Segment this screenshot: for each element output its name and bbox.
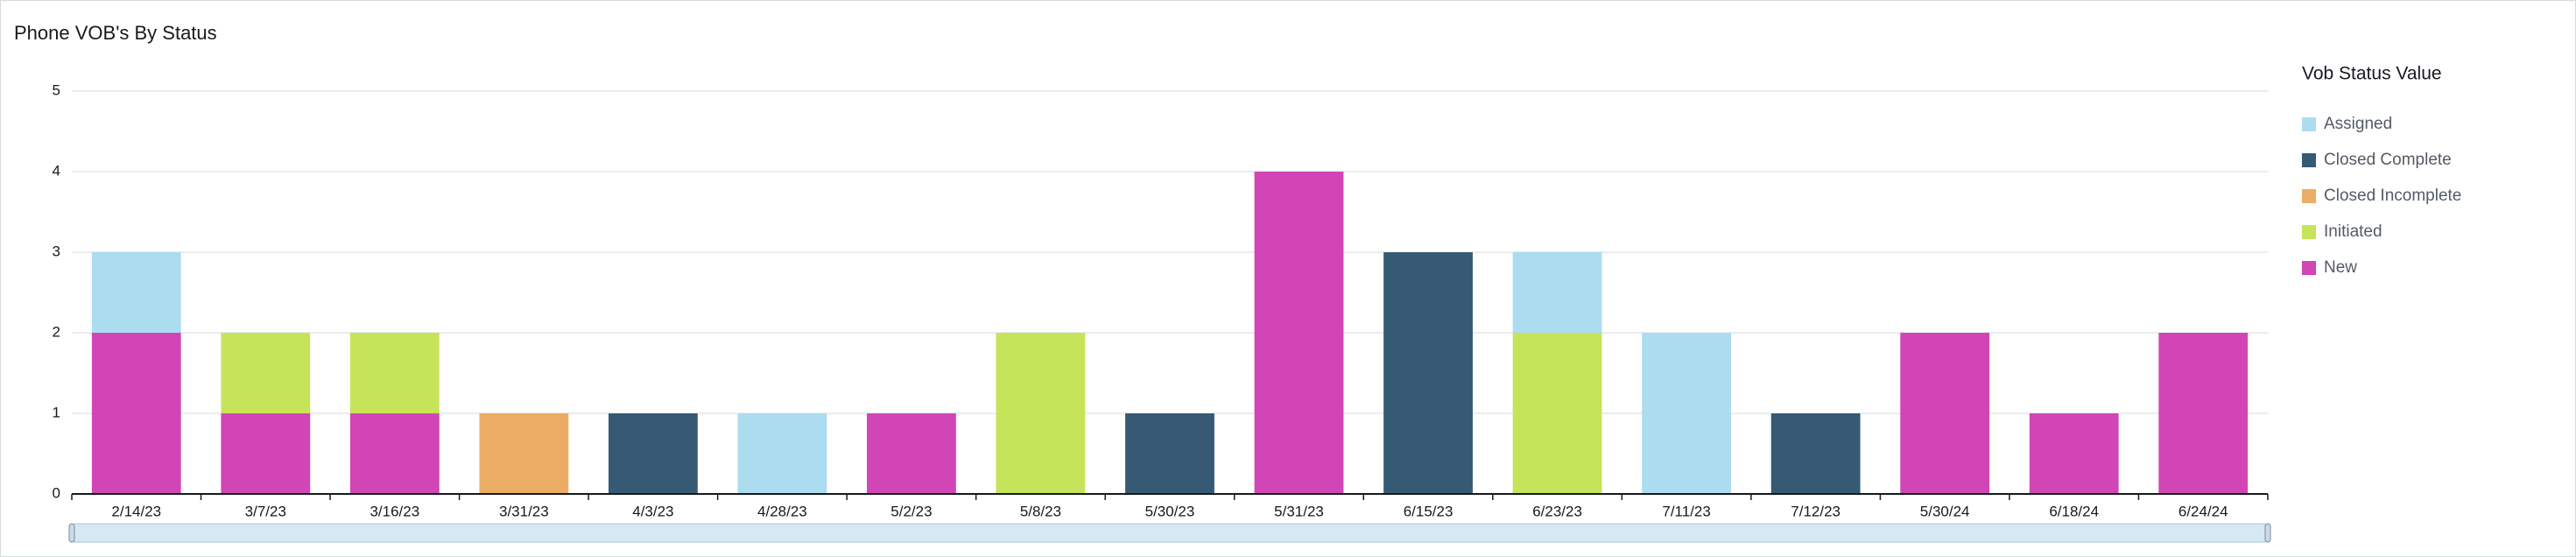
bar-segment [1770, 413, 1861, 494]
x-tick-label: 6/18/24 [2049, 503, 2099, 519]
x-tick-label: 6/15/23 [1404, 503, 1453, 519]
x-tick-label: 4/3/23 [632, 503, 673, 519]
x-tick-label: 7/11/23 [1662, 503, 1710, 519]
bar-segment [91, 252, 181, 333]
bar-segment [1254, 172, 1344, 494]
x-tick-label: 3/31/23 [499, 503, 549, 519]
legend-label: Closed Incomplete [2324, 187, 2461, 205]
x-tick-label: 5/31/23 [1274, 503, 1324, 519]
bar-segment [737, 413, 827, 494]
bar-segment [1512, 333, 1602, 494]
scrollbar[interactable] [71, 523, 2269, 543]
legend-label: Assigned [2324, 115, 2392, 133]
x-tick-label: 5/8/23 [1020, 503, 1061, 519]
y-tick-label: 4 [53, 162, 60, 179]
legend-swatch [2302, 117, 2316, 131]
legend-swatch [2302, 225, 2316, 239]
bar-segment [867, 413, 956, 494]
scroll-handle[interactable] [2264, 523, 2271, 543]
bar-segment [2029, 413, 2119, 494]
x-tick-label: 3/16/23 [370, 503, 419, 519]
bar-segment [1900, 333, 1990, 494]
x-tick-label: 4/28/23 [757, 503, 807, 519]
x-tick-label: 2/14/23 [111, 503, 161, 519]
y-tick-label: 3 [53, 243, 60, 259]
legend-title: Vob Status Value [2302, 64, 2442, 84]
legend-swatch [2302, 261, 2316, 275]
y-tick-label: 2 [53, 323, 60, 340]
x-tick-label: 5/30/23 [1145, 503, 1195, 519]
x-tick-label: 5/2/23 [890, 503, 932, 519]
legend-swatch [2302, 153, 2316, 167]
legend-swatch [2302, 189, 2316, 203]
bar-segment [91, 333, 181, 494]
bar-segment [996, 333, 1086, 494]
scroll-handle[interactable] [68, 523, 75, 543]
bar-segment [1383, 252, 1473, 494]
bar-segment [221, 413, 311, 494]
bar-segment [1642, 333, 1732, 494]
bar-segment [1512, 252, 1602, 333]
bar-segment [221, 333, 311, 413]
x-tick-label: 6/24/24 [2178, 503, 2228, 519]
legend-label: Closed Complete [2324, 151, 2452, 169]
x-tick-label: 7/12/23 [1791, 503, 1841, 519]
x-tick-label: 5/30/24 [1920, 503, 1970, 519]
y-tick-label: 1 [53, 404, 60, 420]
bar-segment [608, 413, 698, 494]
y-tick-label: 5 [53, 81, 60, 98]
x-tick-label: 6/23/23 [1532, 503, 1582, 519]
bar-segment [349, 413, 440, 494]
bar-segment [349, 333, 440, 413]
legend-label: New [2324, 258, 2357, 277]
x-tick-label: 3/7/23 [245, 503, 286, 519]
legend-label: Initiated [2324, 222, 2382, 241]
bar-segment [479, 413, 569, 494]
y-tick-label: 0 [53, 484, 60, 501]
bar-segment [2158, 333, 2249, 494]
chart-title: Phone VOB's By Status [14, 22, 217, 44]
bar-segment [1125, 413, 1214, 494]
